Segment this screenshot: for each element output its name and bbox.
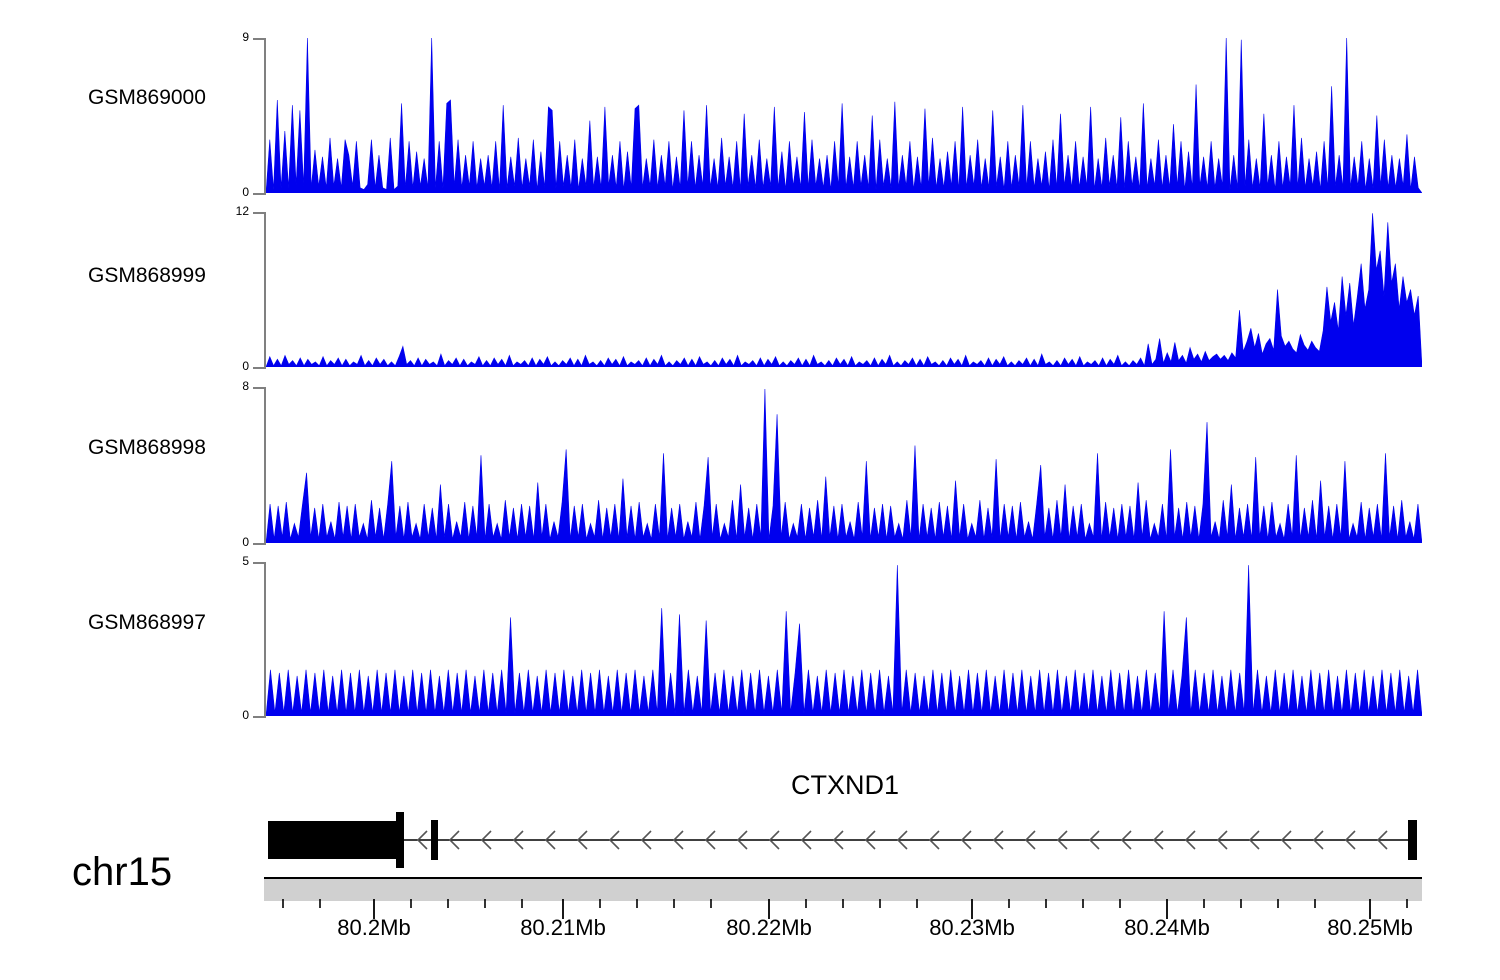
y-axis-line [264,38,266,193]
y-axis-max-tick [253,387,266,389]
y-axis-min-label: 0 [242,708,249,722]
y-axis-max-tick [253,38,266,40]
ideogram-bar[interactable] [264,877,1422,901]
y-axis-max-label: 12 [235,204,249,218]
coverage-plot-area[interactable] [266,212,1422,367]
ruler-tick-label: 80.22Mb [726,915,812,940]
coverage-plot-area[interactable] [266,38,1422,193]
track-sample-label: GSM868999 [88,264,206,287]
coverage-plot-area[interactable] [266,387,1422,543]
ruler-ticks [282,899,1408,919]
y-axis-line [264,562,266,716]
gene-name-label: CTXND1 [790,770,899,800]
y-axis-min-label: 0 [242,185,249,199]
ruler-tick-label: 80.2Mb [337,915,411,940]
y-axis-line [264,387,266,543]
track-sample-label: GSM868997 [88,611,206,634]
ruler-tick-label: 80.25Mb [1327,915,1413,940]
y-axis-max-label: 5 [242,554,249,568]
y-axis-max-tick [253,212,266,214]
track-sample-label: GSM869000 [88,86,206,109]
y-axis-max-label: 9 [242,30,249,44]
coverage-plot-area[interactable] [266,562,1422,716]
chromosome-label: chr15 [72,850,173,894]
y-axis-min-tick [253,193,266,195]
y-axis-min-label: 0 [242,535,249,549]
y-axis-line [264,212,266,367]
gene-model-glyph[interactable] [0,800,1500,880]
y-axis-max-tick [253,562,266,564]
ruler-tick-label: 80.23Mb [929,915,1015,940]
y-axis-min-tick [253,543,266,545]
y-axis-min-label: 0 [242,359,249,373]
y-axis-min-tick [253,367,266,369]
y-axis-min-tick [253,716,266,718]
ruler-tick-label: 80.21Mb [520,915,606,940]
y-axis-max-label: 8 [242,379,249,393]
ruler-tick-label: 80.24Mb [1124,915,1210,940]
track-sample-label: GSM868998 [88,436,206,459]
